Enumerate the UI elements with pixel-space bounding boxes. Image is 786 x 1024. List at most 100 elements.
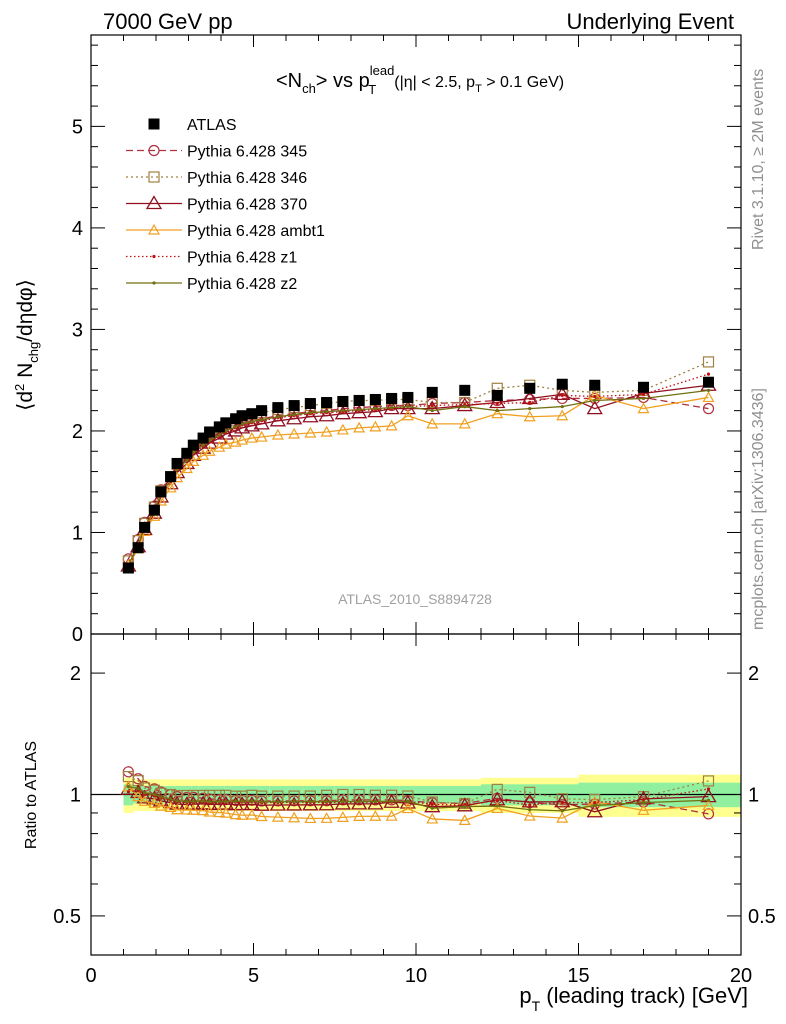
point-atlas (187, 439, 199, 451)
point-atlas (321, 397, 333, 409)
ratio-point-p346 (524, 786, 536, 798)
point-z2 (373, 407, 377, 411)
point-ambt1 (271, 428, 284, 440)
title-n: <N (276, 70, 302, 92)
point-ambt1 (219, 437, 232, 449)
point-z2 (208, 438, 212, 442)
ratio-point-p370 (586, 803, 603, 818)
ratio-point-z2 (308, 799, 312, 804)
x-tick-label: 0 (85, 965, 96, 987)
legend-marker (148, 118, 160, 130)
series-line-z1 (127, 373, 709, 568)
legend-entry-ambt1: Pythia 6.428 ambt1 (126, 223, 325, 240)
analysis-id: ATLAS_2010_S8894728 (338, 591, 492, 607)
ratio-point-z2 (373, 799, 377, 804)
ratio-point-z1 (641, 798, 646, 802)
point-z2 (341, 409, 345, 413)
point-z2 (463, 404, 467, 409)
point-atlas (638, 381, 649, 393)
point-z2 (260, 418, 264, 422)
point-ambt1 (637, 402, 650, 414)
ratio-point-z2 (152, 792, 156, 797)
point-p370 (243, 417, 261, 432)
point-atlas (246, 408, 258, 420)
ratio-point-z2 (325, 799, 329, 804)
legend-label: Pythia 6.428 345 (187, 144, 307, 161)
ratio-y-label: Ratio to ATLAS (23, 741, 40, 849)
point-z2 (308, 411, 312, 415)
point-p370 (586, 400, 603, 415)
legend-label: Pythia 6.428 346 (187, 170, 307, 187)
ratio-point-z2 (357, 799, 361, 804)
rivet-label: Rivet 3.1.10, ≥ 2M events (750, 69, 767, 250)
ratio-point-z2 (217, 799, 221, 804)
y-tick-label: 2 (72, 421, 83, 443)
point-ambt1 (187, 455, 200, 467)
ratio-point-ambt1 (229, 808, 242, 820)
mcplots-label: mcplots.cern.ch [arXiv:1306.3436] (750, 388, 767, 630)
ratio-point-ambt1 (369, 810, 382, 821)
point-atlas (165, 471, 177, 483)
point-atlas (230, 413, 242, 425)
point-atlas (386, 392, 398, 404)
series-atlas (122, 376, 714, 574)
ratio-point-ambt1 (180, 803, 193, 815)
series-line-ambt1 (127, 394, 709, 566)
ratio-point-p370 (253, 796, 270, 811)
ratio-point-p370 (185, 795, 202, 810)
ratio-point-z2 (208, 800, 212, 804)
point-atlas (197, 432, 209, 444)
point-atlas (155, 486, 167, 498)
point-atlas (353, 394, 365, 406)
legend-label: Pythia 6.428 z1 (187, 250, 297, 267)
point-p370 (253, 415, 270, 430)
y-tick-label: 4 (72, 218, 83, 240)
ratio-point-z2 (560, 809, 564, 813)
legend-marker (148, 144, 160, 157)
legend-entry-atlas: ATLAS (148, 117, 237, 134)
main-panel-marks (120, 356, 717, 574)
ratio-point-z2 (136, 786, 140, 791)
ratio-point-ambt1 (401, 802, 414, 814)
point-z2 (185, 458, 189, 462)
point-ambt1 (556, 409, 569, 421)
title-cuts-b: > 0.1 GeV) (482, 74, 564, 91)
x-tick-label: 10 (405, 965, 427, 987)
series-line-p370 (127, 384, 709, 567)
ratio-y-tick-label-right: 1 (748, 785, 759, 807)
ratio-point-z2 (191, 799, 195, 803)
point-p370 (269, 412, 287, 427)
series-p345 (122, 391, 715, 565)
ratio-point-ambt1 (213, 806, 226, 818)
point-z2 (406, 404, 410, 409)
legend-marker (145, 195, 163, 210)
ratio-series-ambt1 (122, 780, 715, 826)
point-z1 (593, 394, 597, 399)
ratio-point-ambt1 (154, 799, 167, 811)
header-left: 7000 GeV pp (103, 9, 233, 34)
point-z2 (224, 429, 228, 433)
point-z1 (528, 400, 532, 405)
ratio-point-ambt1 (132, 790, 145, 802)
ratio-point-p370 (318, 796, 335, 811)
point-p370 (350, 404, 368, 419)
point-ambt1 (336, 423, 349, 435)
ratio-point-ambt1 (491, 802, 504, 814)
point-z2 (528, 407, 532, 411)
point-p345 (556, 392, 568, 405)
point-z2 (593, 398, 597, 403)
legend-marker (152, 281, 156, 285)
ratio-point-ambt1 (304, 812, 317, 824)
point-atlas (369, 393, 381, 405)
point-p346 (702, 356, 715, 368)
point-ambt1 (245, 431, 258, 443)
ratio-point-z2 (390, 799, 394, 804)
legend-marker (147, 223, 161, 235)
ratio-line-p345 (127, 771, 709, 815)
point-p370 (285, 410, 303, 425)
ratio-point-ambt1 (637, 804, 650, 815)
ratio-point-p346 (353, 788, 365, 801)
ratio-point-ambt1 (288, 811, 301, 823)
point-ambt1 (255, 430, 268, 442)
